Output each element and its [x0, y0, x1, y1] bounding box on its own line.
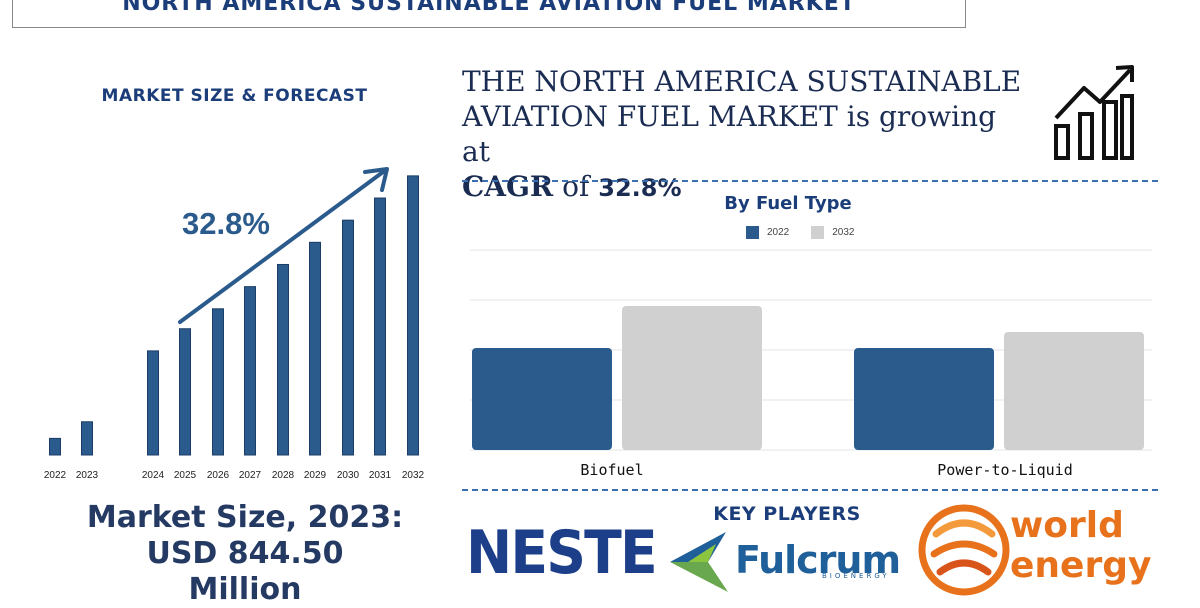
forecast-tick-label-2029: 2029 [304, 470, 327, 481]
forecast-bar-chart: 2022 2023 2024 2025 2026 2027 2028 2029 2030 2031… [44, 167, 425, 481]
growth-arrow [178, 167, 389, 324]
forecast-bar-2031 [374, 197, 386, 456]
forecast-tick-label-2031: 2031 [369, 470, 392, 481]
headline-cagr-value: 32.8% [598, 174, 682, 202]
headline-cagr-word: CAGR [462, 170, 554, 203]
page-title: NORTH AMERICA SUSTAINABLE AVIATION FUEL … [122, 0, 856, 16]
fuel-type-bar-chart [470, 249, 1152, 451]
forecast-tick-label-2032: 2032 [402, 470, 425, 481]
forecast-tick-label-2025: 2025 [174, 470, 197, 481]
legend-label-2032: 2032 [832, 227, 855, 238]
divider-top [462, 180, 1158, 182]
forecast-tick-label-2022: 2022 [44, 470, 67, 481]
world-energy-logo-mark [918, 504, 1010, 596]
fulcrum-logo-sub: BIOENERGY [822, 572, 890, 580]
neste-logo: NESTE [466, 518, 658, 588]
forecast-bar-2027 [244, 286, 256, 456]
forecast-bar-2029 [309, 241, 321, 456]
forecast-tick-label-2030: 2030 [337, 470, 360, 481]
forecast-tick-label-2026: 2026 [207, 470, 230, 481]
fuel-chart-legend: 2022 2032 [746, 226, 869, 239]
headline-line1: THE NORTH AMERICA SUSTAINABLE [462, 65, 1022, 98]
forecast-bar-2022 [49, 437, 61, 456]
headline-of-word: of [562, 170, 590, 203]
category-label-power-to-liquid: Power-to-Liquid [937, 461, 1073, 479]
headline-line2: AVIATION FUEL MARKET is growing at [462, 100, 997, 168]
fulcrum-logo-mark [670, 532, 728, 592]
forecast-bar-2026 [212, 308, 224, 456]
forecast-bar-2023 [81, 421, 93, 456]
forecast-cagr-label: 32.8% [182, 206, 270, 241]
forecast-heading: MARKET SIZE & FORECAST [101, 86, 368, 106]
fuel-bar-power-to-liquid-2032 [1004, 332, 1144, 450]
forecast-bar-2028 [277, 263, 289, 456]
legend-swatch-2032 [811, 226, 825, 239]
key-players-heading: KEY PLAYERS [713, 503, 861, 525]
fuel-bar-power-to-liquid-2022 [854, 348, 994, 450]
market-size-line3: Million [188, 572, 302, 607]
forecast-tick-label-2028: 2028 [272, 470, 295, 481]
market-size-line2: USD 844.50 [146, 536, 344, 571]
title-banner: NORTH AMERICA SUSTAINABLE AVIATION FUEL … [12, 0, 966, 28]
legend-label-2022: 2022 [767, 227, 790, 238]
fulcrum-logo: Fulcrum [735, 538, 901, 582]
legend-item-2032: 2032 [811, 226, 855, 239]
forecast-bar-2030 [342, 219, 354, 456]
forecast-bar-2024 [147, 350, 159, 456]
headline-line3: CAGR of 32.8% [462, 169, 1022, 206]
world-energy-logo: world energy [1010, 506, 1151, 586]
forecast-bar-2025 [179, 328, 191, 456]
forecast-tick-label-2023: 2023 [76, 470, 99, 481]
market-size-line1: Market Size, 2023: [86, 500, 404, 535]
fuel-chart-title: By Fuel Type [724, 193, 852, 214]
world-energy-logo-line2: energy [1010, 545, 1152, 586]
legend-swatch-2022 [746, 226, 759, 239]
growth-chart-icon [1054, 65, 1134, 160]
market-size-text: Market Size, 2023: USD 844.50 Million [20, 500, 470, 608]
forecast-tick-label-2024: 2024 [142, 470, 165, 481]
world-energy-logo-line1: world [1010, 505, 1124, 546]
cagr-headline: THE NORTH AMERICA SUSTAINABLE AVIATION F… [462, 64, 1022, 206]
fuel-bar-biofuel-2032 [622, 306, 762, 450]
forecast-bar-2032 [407, 175, 419, 456]
fuel-bar-biofuel-2022 [472, 348, 612, 450]
forecast-tick-label-2027: 2027 [239, 470, 262, 481]
category-label-biofuel: Biofuel [580, 461, 644, 479]
legend-item-2022: 2022 [746, 226, 789, 239]
divider-bottom [462, 489, 1158, 491]
